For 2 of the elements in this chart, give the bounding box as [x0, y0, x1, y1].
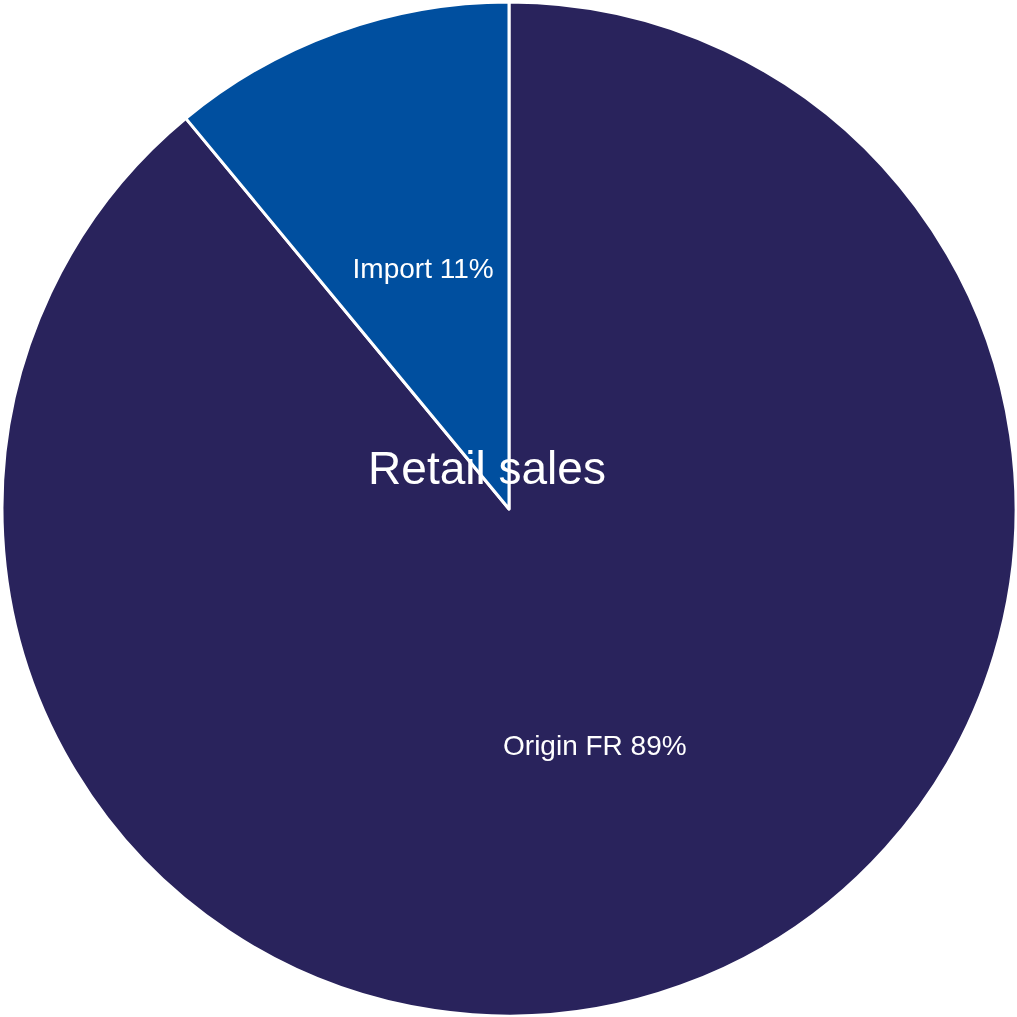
slice-label: Origin FR 89%: [503, 729, 687, 761]
slice-label: Import 11%: [352, 252, 494, 284]
